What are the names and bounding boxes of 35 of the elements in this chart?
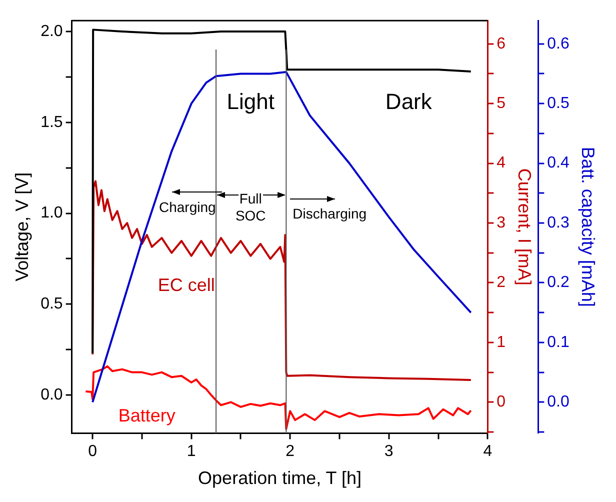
x-tick-label: 0 xyxy=(88,443,98,460)
y3-tick-label: 0.6 xyxy=(547,35,570,52)
y2-tick-label: 4 xyxy=(496,154,506,172)
y-tick-label: 1.5 xyxy=(40,114,63,131)
x-tick-label: 3 xyxy=(384,443,394,460)
series-label: Battery xyxy=(118,406,176,426)
y2-tick-label: 6 xyxy=(496,35,506,52)
annotation: Charging xyxy=(158,199,216,216)
y-tick-label: 0.0 xyxy=(40,386,63,404)
x-axis-title: Operation time, T [h] xyxy=(198,468,362,488)
y3-axis-title: Batt. capacity [mAh] xyxy=(578,146,598,307)
y3-tick-label: 0.2 xyxy=(547,274,570,292)
y-axis-title: Voltage, V [V] xyxy=(12,172,32,282)
y3-tick-label: 0.1 xyxy=(547,334,570,351)
y2-axis-title: Current, I [mA] xyxy=(514,168,534,286)
y3-tick-label: 0.0 xyxy=(547,394,570,411)
y3-tick-label: 0.5 xyxy=(547,95,570,112)
annotation: Light xyxy=(226,89,274,114)
y2-tick-label: 5 xyxy=(496,95,506,112)
x-tick-label: 1 xyxy=(186,443,196,460)
y3-tick-label: 0.4 xyxy=(547,154,570,172)
y2-tick-label: 2 xyxy=(496,274,506,292)
y3-tick-label: 0.3 xyxy=(547,214,570,232)
y2-tick-label: 1 xyxy=(496,334,506,351)
y2-tick-label: 3 xyxy=(496,214,506,232)
y-tick-label: 2.0 xyxy=(40,22,63,40)
annotation: Full SOC xyxy=(235,190,266,224)
annotation: Dark xyxy=(385,89,433,114)
annotation: Discharging xyxy=(292,205,367,222)
series-label: EC cell xyxy=(158,274,215,295)
x-tick-label: 2 xyxy=(286,443,295,460)
y2-tick-label: 0 xyxy=(496,394,506,411)
y-tick-label: 0.5 xyxy=(40,296,63,313)
x-tick-label: 4 xyxy=(483,443,492,460)
y-tick-label: 1.0 xyxy=(40,204,63,222)
